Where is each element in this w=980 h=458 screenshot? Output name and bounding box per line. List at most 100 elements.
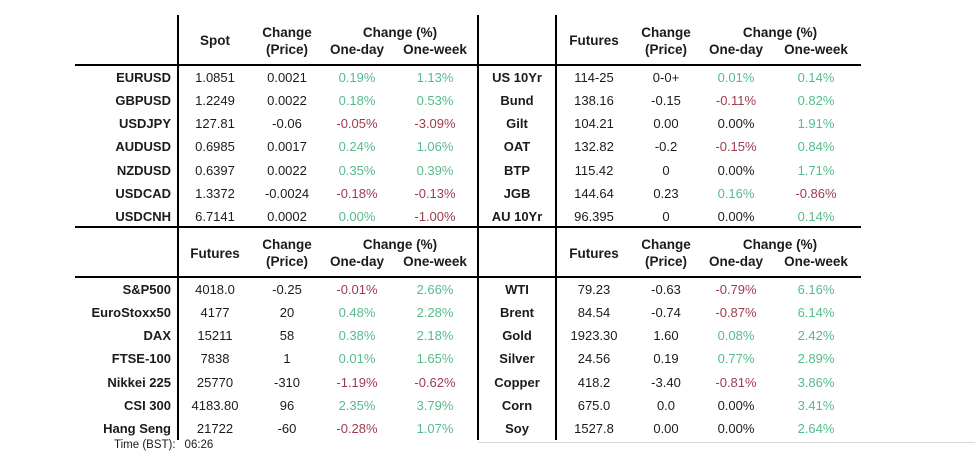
one-week-pct-cell: 1.71% bbox=[797, 162, 835, 178]
instrument-label: S&P500 bbox=[122, 282, 171, 298]
one-day-pct-cell: 0.00% bbox=[717, 208, 755, 224]
table-row: USDJPY 127.81 -0.06 -0.05% -3.09% bbox=[75, 112, 478, 135]
table-row: GBPUSD 1.2249 0.0022 0.18% 0.53% bbox=[75, 89, 478, 112]
column-header-one-week: One-week bbox=[403, 254, 467, 269]
change-price-cell: 0.0021 bbox=[267, 70, 307, 86]
change-price-cell: -310 bbox=[273, 374, 301, 390]
one-week-pct-cell: 6.16% bbox=[797, 282, 835, 298]
commodities-table-rows: WTI 79.23 -0.63 -0.79% 6.16% Brent 84.54 -0.74 -… bbox=[478, 278, 860, 440]
one-week-pct-cell: 3.86% bbox=[797, 374, 835, 390]
value-cell: 7838 bbox=[200, 351, 230, 367]
instrument-label: Bund bbox=[500, 93, 534, 109]
one-day-pct-cell: -0.28% bbox=[336, 420, 378, 436]
column-header-futures: Futures bbox=[569, 33, 619, 48]
table-row: DAX 15211 58 0.38% 2.18% bbox=[75, 324, 478, 347]
column-header-change-pct: Change (%) One-day One-week bbox=[322, 236, 478, 270]
value-cell: 1.3372 bbox=[195, 185, 235, 201]
one-day-pct-cell: 0.38% bbox=[338, 328, 376, 344]
one-week-pct-cell: 3.79% bbox=[416, 397, 454, 413]
column-header-change-pct: Change (%) One-day One-week bbox=[322, 24, 478, 58]
fx-table-rows: EURUSD 1.0851 0.0021 0.19% 1.13% GBPUSD 1.2249… bbox=[75, 66, 478, 228]
value-cell: 96.395 bbox=[574, 208, 614, 224]
commodities-table-header: Futures Change (Price) Change (%) One-da… bbox=[478, 228, 860, 278]
table-row: Nikkei 225 25770 -310 -1.19% -0.62% bbox=[75, 371, 478, 394]
value-cell: 84.54 bbox=[577, 305, 611, 321]
instrument-label: OAT bbox=[503, 139, 531, 155]
table-row: Soy 1527.8 0.00 0.00% 2.64% bbox=[478, 417, 860, 440]
equities-table-header: Futures Change (Price) Change (%) One-da… bbox=[75, 228, 478, 278]
value-cell: 4177 bbox=[200, 305, 230, 321]
change-price-cell: -0.25 bbox=[272, 282, 302, 298]
column-header-one-day: One-day bbox=[329, 254, 384, 269]
timestamp-value: 06:26 bbox=[184, 439, 214, 451]
value-cell: 114-25 bbox=[574, 70, 614, 86]
one-day-pct-cell: 0.00% bbox=[717, 116, 755, 132]
instrument-label: Hang Seng bbox=[103, 420, 171, 436]
change-price-cell: 0.0022 bbox=[267, 93, 307, 109]
table-row: Gilt 104.21 0.00 0.00% 1.91% bbox=[478, 112, 860, 135]
instrument-label: Corn bbox=[501, 397, 533, 413]
table-row: EuroStoxx50 4177 20 0.48% 2.28% bbox=[75, 301, 478, 324]
instrument-label: EuroStoxx50 bbox=[91, 305, 171, 321]
one-day-pct-cell: 0.01% bbox=[338, 351, 376, 367]
one-day-pct-cell: -0.79% bbox=[715, 282, 757, 298]
instrument-label: US 10Yr bbox=[492, 70, 542, 86]
table-row: Brent 84.54 -0.74 -0.87% 6.14% bbox=[478, 301, 860, 324]
change-price-cell: 0.0 bbox=[656, 397, 676, 413]
one-day-pct-cell: 0.24% bbox=[338, 139, 376, 155]
divider-section bbox=[75, 226, 861, 228]
one-week-pct-cell: 6.14% bbox=[797, 305, 835, 321]
one-day-pct-cell: 2.35% bbox=[338, 397, 376, 413]
instrument-label: USDJPY bbox=[118, 116, 171, 132]
instrument-label: Soy bbox=[505, 420, 529, 436]
one-day-pct-cell: 0.48% bbox=[338, 305, 376, 321]
value-cell: 104.21 bbox=[574, 116, 614, 132]
change-price-cell: 1 bbox=[283, 351, 291, 367]
table-row: EURUSD 1.0851 0.0021 0.19% 1.13% bbox=[75, 66, 478, 89]
table-row: Copper 418.2 -3.40 -0.81% 3.86% bbox=[478, 371, 860, 394]
one-week-pct-cell: -0.62% bbox=[414, 374, 456, 390]
value-cell: 4183.80 bbox=[191, 397, 239, 413]
value-cell: 127.81 bbox=[195, 116, 235, 132]
change-price-cell: 20 bbox=[279, 305, 295, 321]
column-header-futures: Futures bbox=[190, 245, 240, 261]
instrument-label: NZDUSD bbox=[116, 162, 171, 178]
one-day-pct-cell: -0.05% bbox=[336, 116, 378, 132]
timestamp-label: Time (BST): bbox=[114, 439, 176, 451]
value-cell: 24.56 bbox=[577, 351, 611, 367]
table-row: FTSE-100 7838 1 0.01% 1.65% bbox=[75, 347, 478, 370]
column-header-change-pct: Change (%) One-day One-week bbox=[700, 24, 860, 58]
one-day-pct-cell: 0.16% bbox=[717, 185, 755, 201]
change-price-cell: 0.23 bbox=[653, 185, 679, 201]
column-header-spot: Spot bbox=[200, 33, 230, 48]
fx-table: Spot Change (Price) Change (%) One-day O… bbox=[75, 15, 478, 228]
instrument-label: BTP bbox=[504, 162, 530, 178]
table-row: CSI 300 4183.80 96 2.35% 3.79% bbox=[75, 394, 478, 417]
value-cell: 15211 bbox=[197, 328, 233, 344]
value-cell: 1923.30 bbox=[570, 328, 618, 344]
instrument-label: CSI 300 bbox=[124, 397, 171, 413]
one-week-pct-cell: 1.91% bbox=[797, 116, 835, 132]
instrument-label: USDCAD bbox=[115, 185, 171, 201]
one-day-pct-cell: -0.81% bbox=[715, 374, 757, 390]
one-week-pct-cell: 2.64% bbox=[797, 420, 835, 436]
change-price-cell: 1.60 bbox=[653, 328, 679, 344]
rates-table: Futures Change (Price) Change (%) One-da… bbox=[478, 15, 860, 228]
one-week-pct-cell: 2.89% bbox=[797, 351, 835, 367]
one-week-pct-cell: 0.39% bbox=[416, 162, 454, 178]
change-price-cell: 0.00 bbox=[653, 420, 679, 436]
fx-table-header: Spot Change (Price) Change (%) One-day O… bbox=[75, 15, 478, 66]
table-row: S&P500 4018.0 -0.25 -0.01% 2.66% bbox=[75, 278, 478, 301]
instrument-label: JGB bbox=[503, 185, 531, 201]
change-price-cell: -0.2 bbox=[654, 139, 678, 155]
change-price-cell: 0 bbox=[662, 162, 670, 178]
column-header-futures: Futures bbox=[569, 245, 619, 261]
instrument-label: FTSE-100 bbox=[111, 351, 171, 367]
one-day-pct-cell: 0.18% bbox=[338, 93, 376, 109]
one-day-pct-cell: 0.00% bbox=[717, 397, 755, 413]
commodities-table: Futures Change (Price) Change (%) One-da… bbox=[478, 228, 860, 440]
one-week-pct-cell: 3.41% bbox=[797, 397, 835, 413]
instrument-label: DAX bbox=[143, 328, 171, 344]
instrument-label: AUDUSD bbox=[115, 139, 171, 155]
